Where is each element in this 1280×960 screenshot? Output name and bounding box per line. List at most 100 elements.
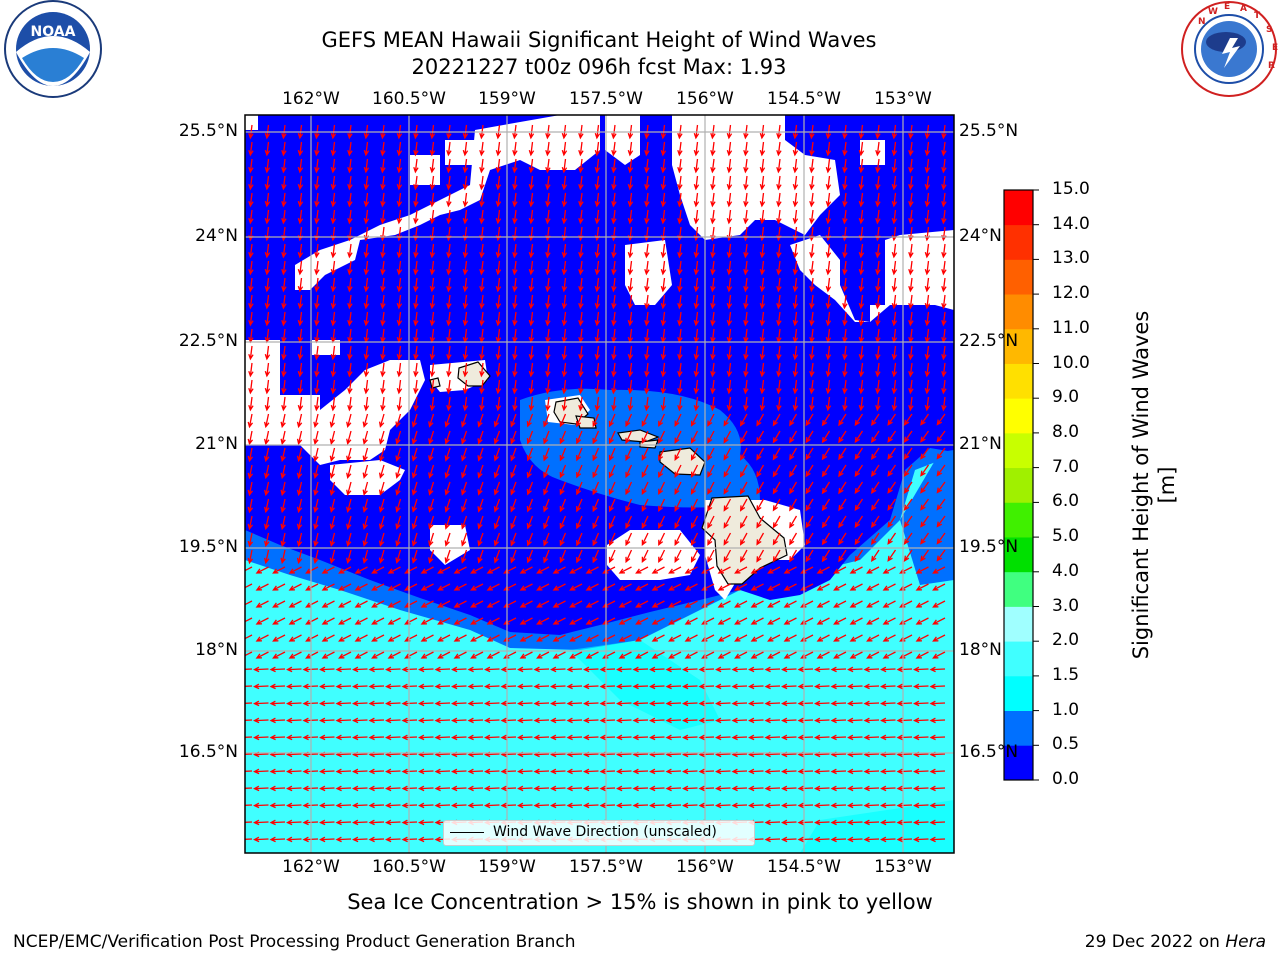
wind-wave-arrow	[665, 666, 682, 673]
wind-wave-arrow	[536, 617, 550, 625]
wind-wave-arrow	[347, 345, 353, 361]
wind-wave-arrow	[825, 362, 832, 378]
wind-wave-arrow	[632, 666, 649, 673]
wind-wave-arrow	[644, 243, 650, 259]
wind-wave-arrow	[248, 277, 254, 293]
wind-wave-arrow	[512, 345, 518, 361]
wind-wave-arrow	[726, 192, 733, 208]
wind-wave-arrow	[510, 430, 517, 445]
wind-wave-arrow	[677, 243, 683, 259]
wind-wave-arrow	[576, 532, 583, 547]
wind-wave-arrow	[783, 600, 797, 608]
svg-text:E: E	[1224, 2, 1230, 12]
wind-wave-arrow	[354, 600, 368, 608]
wind-wave-arrow	[461, 532, 468, 547]
wind-wave-arrow	[772, 532, 781, 546]
wind-wave-arrow	[453, 617, 467, 625]
wind-wave-arrow	[644, 192, 650, 208]
wind-wave-arrow	[413, 175, 419, 191]
wind-wave-arrow	[512, 396, 518, 412]
wind-wave-arrow	[354, 651, 368, 659]
wind-wave-arrow	[858, 209, 865, 225]
wind-wave-arrow	[767, 566, 781, 574]
wind-wave-arrow	[396, 141, 403, 157]
wind-wave-arrow	[611, 396, 617, 412]
wind-wave-arrow	[644, 175, 650, 191]
wind-wave-arrow	[743, 260, 749, 276]
wind-wave-arrow	[896, 700, 913, 707]
colorbar-segment	[1004, 363, 1033, 399]
wind-wave-arrow	[264, 362, 271, 378]
wind-wave-arrow	[281, 396, 287, 412]
wind-wave-arrow	[512, 209, 518, 225]
wind-wave-arrow	[625, 430, 633, 445]
wind-wave-arrow	[915, 651, 929, 659]
wind-wave-arrow	[816, 600, 830, 608]
wind-wave-arrow	[411, 464, 418, 479]
wind-wave-arrow	[880, 734, 896, 741]
wind-wave-arrow	[693, 396, 700, 412]
wind-wave-arrow	[830, 734, 847, 741]
wind-wave-arrow	[941, 379, 947, 395]
wind-wave-arrow	[739, 464, 748, 478]
wind-wave-arrow	[825, 277, 832, 293]
wind-wave-arrow	[781, 802, 797, 809]
wind-wave-arrow	[932, 566, 946, 574]
wind-wave-arrow	[420, 566, 434, 574]
wind-wave-arrow	[797, 683, 814, 690]
wind-wave-arrow	[651, 566, 665, 574]
wind-wave-arrow	[903, 413, 913, 426]
wind-wave-arrow	[781, 819, 797, 826]
wind-wave-arrow	[352, 700, 368, 707]
wind-wave-arrow	[286, 717, 302, 724]
wind-wave-arrow	[715, 802, 731, 809]
wind-wave-arrow	[924, 294, 931, 310]
wind-wave-arrow	[717, 617, 731, 625]
wind-wave-arrow	[767, 634, 781, 642]
wind-wave-arrow	[313, 481, 319, 497]
wind-wave-arrow	[821, 447, 831, 461]
wind-wave-arrow	[896, 683, 913, 690]
legend-line-swatch	[450, 832, 484, 833]
wind-wave-arrow	[248, 345, 254, 361]
wind-wave-arrow	[863, 802, 880, 809]
wind-wave-arrow	[429, 141, 436, 157]
wind-wave-arrow	[611, 311, 617, 327]
wind-wave-arrow	[495, 141, 502, 157]
wind-wave-arrow	[566, 768, 583, 775]
wind-wave-arrow	[690, 481, 699, 495]
wind-wave-arrow	[932, 634, 946, 642]
wind-wave-arrow	[467, 768, 484, 775]
wind-wave-arrow	[682, 785, 698, 792]
footer-date: 29 Dec 2022 on Hera	[1085, 932, 1266, 952]
wind-wave-arrow	[264, 209, 271, 225]
wind-wave-arrow	[484, 683, 500, 690]
wind-wave-arrow	[444, 413, 451, 428]
wind-wave-arrow	[467, 683, 484, 690]
wind-wave-arrow	[726, 209, 733, 225]
wind-wave-arrow	[362, 464, 369, 479]
wind-wave-arrow	[368, 734, 385, 741]
wind-wave-arrow	[512, 243, 518, 259]
wind-wave-arrow	[821, 498, 831, 512]
wind-wave-arrow	[830, 683, 847, 690]
wind-wave-arrow	[764, 836, 781, 843]
wind-wave-arrow	[536, 634, 550, 642]
wind-wave-arrow	[413, 311, 419, 327]
wind-wave-arrow	[594, 345, 601, 361]
wind-wave-arrow	[495, 158, 502, 174]
wind-wave-arrow	[627, 294, 634, 310]
wind-wave-arrow	[446, 362, 452, 378]
wind-wave-arrow	[255, 651, 269, 659]
wind-wave-arrow	[936, 481, 946, 494]
wind-wave-arrow	[411, 481, 418, 496]
wind-wave-arrow	[594, 294, 601, 310]
wind-wave-arrow	[870, 532, 880, 546]
wind-wave-arrow	[866, 617, 880, 625]
wind-wave-arrow	[759, 294, 766, 310]
wind-wave-arrow	[444, 498, 451, 513]
wind-wave-arrow	[715, 785, 731, 792]
wind-wave-arrow	[495, 209, 502, 225]
wind-wave-arrow	[346, 515, 352, 531]
wind-wave-arrow	[783, 634, 797, 642]
